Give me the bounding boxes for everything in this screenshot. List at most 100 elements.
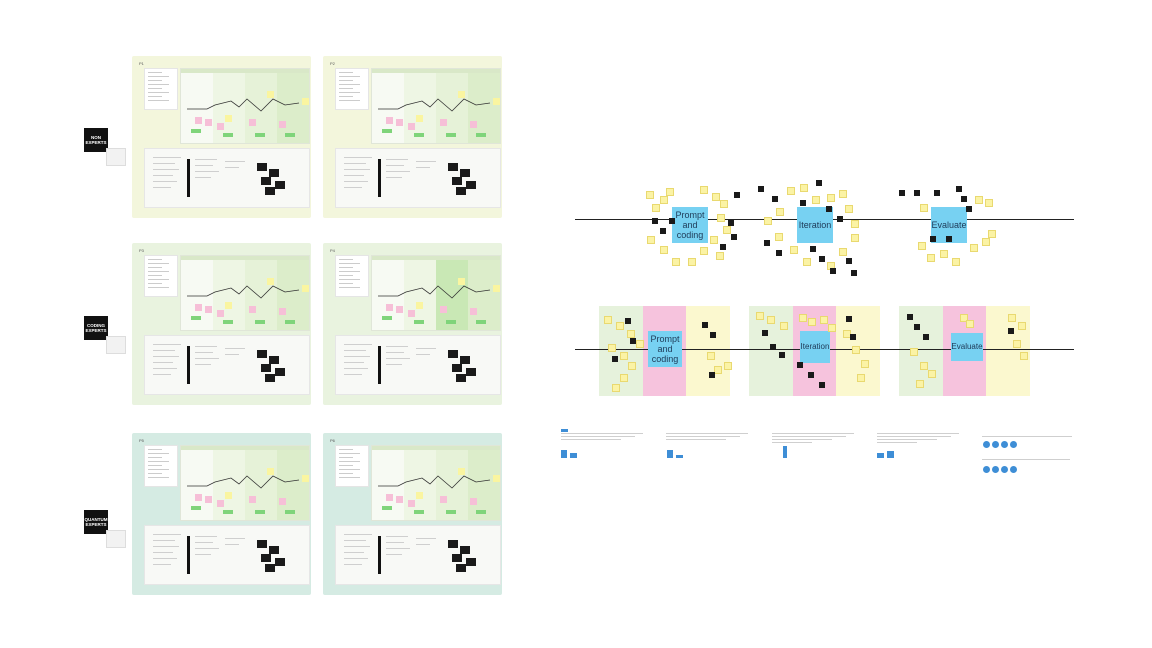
sticky-note[interactable] (386, 304, 393, 311)
dark-note[interactable] (466, 558, 476, 566)
sticky-note[interactable] (217, 500, 224, 507)
dark-note[interactable] (837, 216, 843, 222)
sticky-note[interactable] (985, 199, 993, 207)
sticky-note[interactable] (720, 200, 728, 208)
dark-note[interactable] (460, 169, 470, 177)
dark-note[interactable] (702, 322, 708, 328)
dark-note[interactable] (800, 200, 806, 206)
dark-note[interactable] (851, 270, 857, 276)
sticky-note[interactable] (916, 380, 924, 388)
sticky-note[interactable] (714, 366, 722, 374)
blue-circle-icon[interactable] (1001, 466, 1008, 473)
dark-note[interactable] (961, 196, 967, 202)
sticky-note[interactable] (440, 306, 447, 313)
sticky-note[interactable] (470, 498, 477, 505)
sticky-note[interactable] (279, 308, 286, 315)
dark-note[interactable] (710, 332, 716, 338)
sticky-note[interactable] (382, 129, 392, 133)
sticky-note[interactable] (940, 250, 948, 258)
dark-note[interactable] (265, 374, 275, 382)
sticky-note[interactable] (255, 133, 265, 137)
dark-note[interactable] (466, 181, 476, 189)
dark-note[interactable] (261, 364, 271, 372)
sticky-note[interactable] (408, 123, 415, 130)
dark-note[interactable] (734, 192, 740, 198)
sticky-note[interactable] (225, 302, 232, 309)
dark-note[interactable] (612, 356, 618, 362)
dark-note[interactable] (728, 220, 734, 226)
sticky-note[interactable] (966, 320, 974, 328)
dark-note[interactable] (709, 372, 715, 378)
sticky-note[interactable] (267, 278, 274, 285)
sticky-note[interactable] (470, 308, 477, 315)
blue-marker[interactable] (667, 450, 673, 458)
sticky-note[interactable] (386, 117, 393, 124)
dark-note[interactable] (669, 218, 675, 224)
sticky-note[interactable] (302, 285, 309, 292)
dark-note[interactable] (899, 190, 905, 196)
dark-note[interactable] (265, 187, 275, 195)
dark-note[interactable] (269, 169, 279, 177)
dark-note[interactable] (956, 186, 962, 192)
sticky-note[interactable] (249, 119, 256, 126)
blue-circle-icon[interactable] (1010, 441, 1017, 448)
sticky-note[interactable] (279, 498, 286, 505)
sticky-note[interactable] (414, 510, 424, 514)
sticky-note[interactable] (446, 320, 456, 324)
sticky-note[interactable] (382, 506, 392, 510)
sticky-note[interactable] (1020, 352, 1028, 360)
sticky-note[interactable] (627, 330, 635, 338)
sticky-note[interactable] (724, 362, 732, 370)
dark-note[interactable] (452, 554, 462, 562)
dark-note[interactable] (758, 186, 764, 192)
sticky-note[interactable] (700, 186, 708, 194)
sticky-note[interactable] (249, 306, 256, 313)
dark-note[interactable] (269, 546, 279, 554)
sticky-note[interactable] (217, 123, 224, 130)
blue-circle-icon[interactable] (992, 441, 999, 448)
sticky-note[interactable] (458, 91, 465, 98)
sticky-note[interactable] (302, 475, 309, 482)
sticky-note[interactable] (716, 252, 724, 260)
sticky-note[interactable] (839, 248, 847, 256)
dark-note[interactable] (808, 372, 814, 378)
sticky-note[interactable] (285, 510, 295, 514)
dark-note[interactable] (448, 540, 458, 548)
sticky-note[interactable] (608, 344, 616, 352)
sticky-note[interactable] (416, 492, 423, 499)
sticky-note[interactable] (604, 316, 612, 324)
blue-circle-icon[interactable] (992, 466, 999, 473)
sticky-note[interactable] (647, 236, 655, 244)
blue-marker[interactable] (561, 429, 568, 432)
dark-note[interactable] (269, 356, 279, 364)
sticky-note[interactable] (764, 217, 772, 225)
dark-note[interactable] (261, 177, 271, 185)
sticky-note[interactable] (446, 133, 456, 137)
dark-note[interactable] (772, 196, 778, 202)
blue-marker[interactable] (676, 455, 683, 458)
sticky-note[interactable] (775, 233, 783, 241)
dark-note[interactable] (630, 338, 636, 344)
dark-note[interactable] (907, 314, 913, 320)
sticky-note[interactable] (205, 496, 212, 503)
dark-note[interactable] (770, 344, 776, 350)
sticky-note[interactable] (628, 362, 636, 370)
sticky-note[interactable] (195, 304, 202, 311)
dark-note[interactable] (819, 382, 825, 388)
dark-note[interactable] (275, 368, 285, 376)
sticky-note[interactable] (458, 468, 465, 475)
dark-note[interactable] (257, 350, 267, 358)
sticky-note[interactable] (396, 306, 403, 313)
dark-note[interactable] (448, 163, 458, 171)
dark-note[interactable] (275, 558, 285, 566)
sticky-note[interactable] (660, 196, 668, 204)
dark-note[interactable] (846, 316, 852, 322)
blue-marker[interactable] (877, 453, 884, 458)
blue-circle-icon[interactable] (983, 441, 990, 448)
sticky-note[interactable] (851, 234, 859, 242)
dark-note[interactable] (810, 246, 816, 252)
sticky-note[interactable] (707, 352, 715, 360)
dark-note[interactable] (720, 244, 726, 250)
sticky-note[interactable] (493, 475, 500, 482)
sticky-note[interactable] (636, 340, 644, 348)
